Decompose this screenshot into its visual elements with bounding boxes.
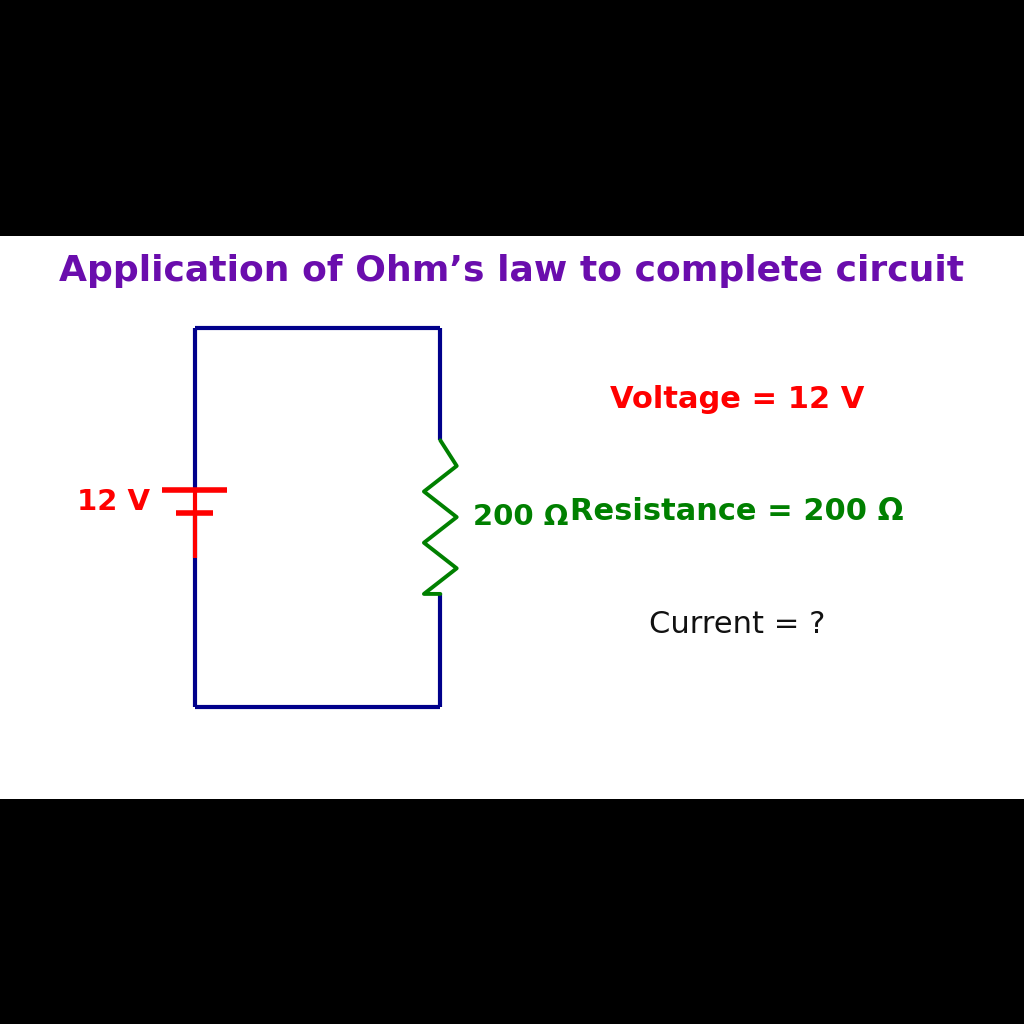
Text: Resistance = 200 Ω: Resistance = 200 Ω (570, 498, 904, 526)
Text: Application of Ohm’s law to complete circuit: Application of Ohm’s law to complete cir… (59, 254, 965, 289)
Text: Current = ?: Current = ? (649, 610, 825, 639)
Text: Voltage = 12 V: Voltage = 12 V (610, 385, 864, 414)
Text: 200 Ω: 200 Ω (473, 503, 568, 531)
Bar (0, 236, 1024, 799)
Text: 12 V: 12 V (77, 487, 150, 516)
